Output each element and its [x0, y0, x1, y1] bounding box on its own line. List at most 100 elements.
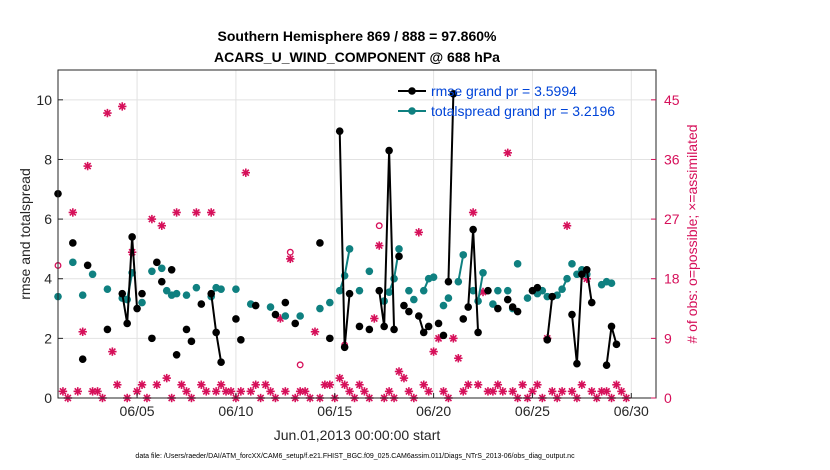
obs-assimilated-marker: [266, 387, 275, 396]
obs-marker-stroke: [74, 387, 82, 395]
obs-assimilated-marker: [118, 102, 127, 111]
rmse-point: [587, 298, 596, 307]
data-file-footnote: data file: /Users/raeder/DAI/ATM_forcXX/…: [135, 453, 575, 460]
obs-assimilated-marker: [602, 387, 611, 396]
obs-assimilated-marker: [83, 161, 92, 171]
obs-layer: [54, 102, 631, 403]
obs-marker-stroke: [59, 387, 67, 395]
rmse-point: [340, 343, 349, 352]
rmse-point: [118, 289, 127, 298]
rmse-point: [513, 307, 522, 316]
obs-marker-stroke: [602, 387, 611, 395]
rmse-point: [187, 337, 196, 346]
y2-tick-label: 36: [664, 151, 680, 167]
obs-assimilated-marker: [93, 387, 102, 396]
obs-marker-stroke: [518, 381, 527, 389]
obs-assimilated-marker: [108, 347, 117, 356]
obs-marker-stroke: [69, 208, 77, 217]
rmse-point: [167, 265, 176, 274]
obs-assimilated-marker: [172, 208, 181, 217]
obs-marker-stroke: [118, 102, 126, 111]
obs-assimilated-marker: [207, 208, 216, 217]
obs-assimilated-marker: [473, 380, 483, 389]
rmse-point: [326, 334, 334, 343]
obs-assimilated-marker: [236, 387, 246, 396]
spread-point: [523, 294, 532, 302]
obs-marker-stroke: [578, 381, 586, 389]
rmse-point: [464, 303, 472, 311]
obs-assimilated-marker: [152, 380, 162, 389]
rmse-point: [197, 300, 206, 308]
rmse-point: [548, 292, 557, 301]
obs-marker-stroke: [207, 208, 215, 217]
obs-assimilated-marker: [73, 387, 82, 396]
obs-marker-stroke: [173, 208, 181, 217]
obs-marker-stroke: [212, 387, 220, 395]
rmse-point: [271, 310, 280, 319]
obs-marker-stroke: [355, 381, 364, 389]
obs-marker-stroke: [612, 381, 621, 389]
rmse-point: [345, 289, 354, 298]
rmse-point: [207, 289, 216, 298]
obs-assimilated-marker: [157, 221, 166, 230]
obs-marker-stroke: [360, 387, 369, 395]
chart-title-line-2: ACARS_U_WIND_COMPONENT @ 688 hPa: [214, 49, 500, 65]
spread-point: [390, 274, 398, 283]
rmse-point: [395, 252, 403, 261]
spread-point: [459, 251, 468, 259]
spread-point: [365, 267, 374, 276]
obs-marker-stroke: [311, 328, 319, 336]
obs-marker-stroke: [617, 387, 625, 395]
y2-tick-label: 27: [664, 211, 680, 227]
obs-marker-stroke: [281, 387, 289, 395]
obs-marker-stroke: [286, 255, 294, 263]
obs-assimilated-marker: [384, 387, 394, 396]
spread-point: [439, 301, 448, 310]
y2-tick-label: 9: [664, 330, 672, 346]
rmse-point: [449, 90, 458, 98]
obs-marker-stroke: [548, 387, 556, 395]
obs-marker-stroke: [425, 387, 433, 395]
obs-assimilated-marker: [300, 387, 310, 396]
spread-point: [138, 298, 146, 307]
x-tick-label: 06/10: [218, 403, 253, 419]
obs-marker-stroke: [345, 387, 354, 395]
obs-assimilated-marker: [103, 108, 112, 118]
obs-assimilated-marker: [468, 208, 478, 217]
spread-point: [182, 291, 191, 299]
legend-rmse-label: rmse grand pr = 3.5994: [431, 83, 577, 99]
rmse-point: [385, 146, 393, 155]
obs-marker-stroke: [341, 381, 349, 389]
obs-marker-stroke: [439, 387, 448, 395]
obs-assimilated-marker: [498, 387, 507, 396]
spread-point: [395, 245, 403, 253]
rmse-point: [469, 225, 477, 234]
obs-assimilated-marker: [493, 380, 503, 389]
obs-assimilated-marker: [557, 387, 567, 396]
spread-point: [296, 312, 304, 320]
rmse-point: [291, 319, 300, 328]
obs-marker-stroke: [588, 387, 596, 395]
spread-point: [103, 285, 112, 293]
obs-assimilated-marker: [463, 380, 473, 389]
obs-marker-stroke: [113, 381, 121, 389]
rmse-point: [355, 322, 364, 331]
rmse-point: [568, 310, 576, 319]
obs-marker-stroke: [509, 387, 517, 395]
rmse-point: [375, 286, 384, 295]
obs-assimilated-marker: [617, 387, 626, 396]
obs-assimilated-marker: [419, 380, 428, 389]
obs-assimilated-marker: [360, 387, 369, 396]
obs-marker-stroke: [163, 374, 171, 382]
obs-assimilated-marker: [562, 221, 572, 230]
rmse-point: [390, 325, 398, 334]
obs-marker-stroke: [336, 374, 344, 382]
spread-point: [157, 264, 166, 273]
obs-assimilated-marker: [261, 380, 270, 389]
obs-marker-stroke: [301, 387, 309, 395]
spread-point: [266, 303, 275, 311]
obs-assimilated-marker: [577, 380, 587, 389]
obs-assimilated-marker: [424, 387, 433, 396]
spread-point: [558, 285, 566, 293]
